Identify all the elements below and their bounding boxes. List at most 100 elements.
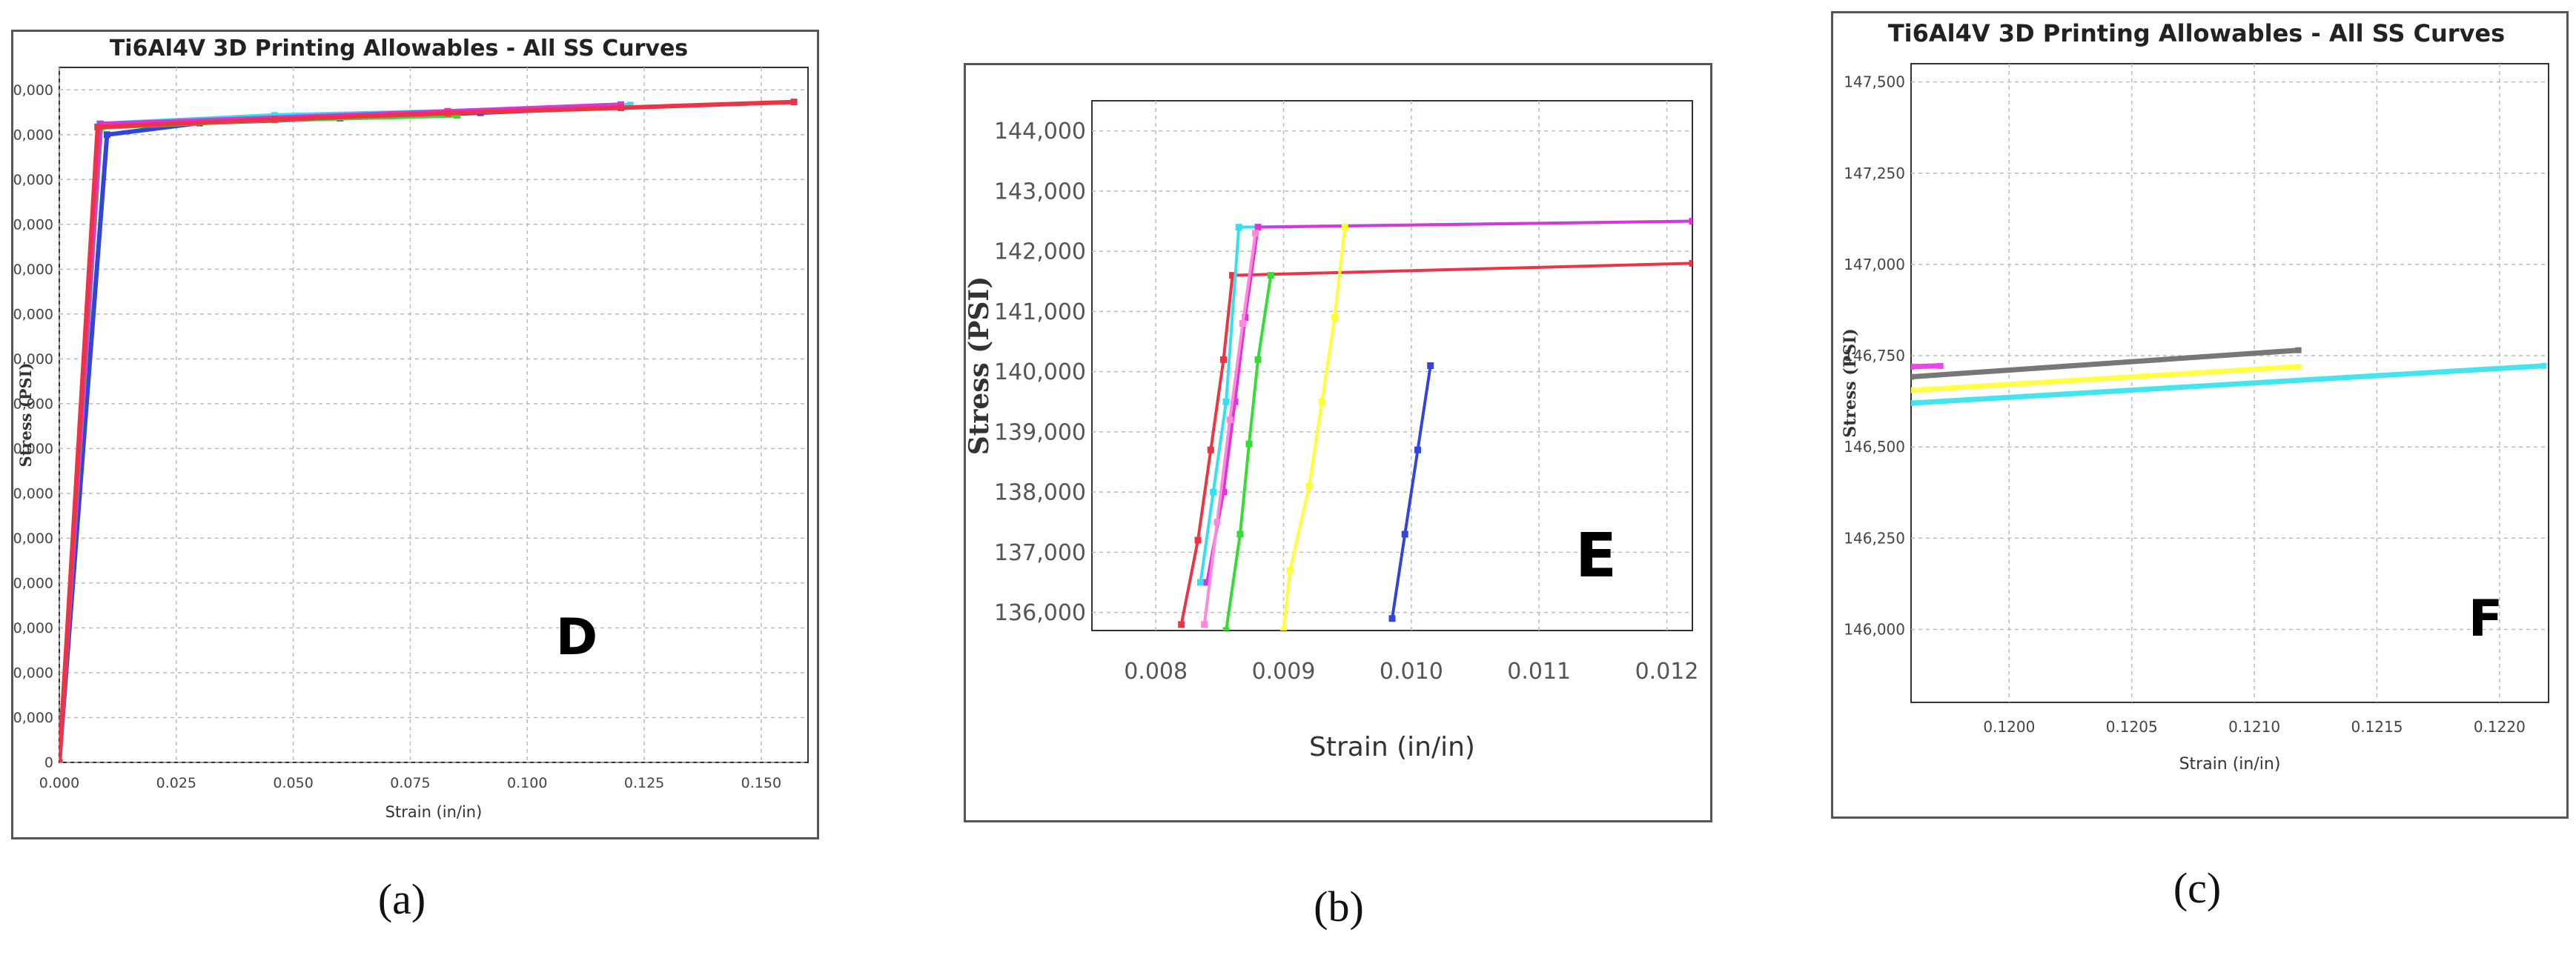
data-point-magenta (1937, 362, 1944, 369)
y-tick-label: 100,000 (13, 306, 53, 322)
data-point-pink (1239, 320, 1246, 327)
data-point-yellow (1286, 567, 1294, 574)
panel-letter: E (1575, 521, 1617, 591)
data-point-red (1220, 356, 1228, 363)
series-line-yellow (1282, 227, 1347, 631)
data-point-yellow (1280, 627, 1288, 631)
data-point-gray (1911, 373, 1914, 380)
data-point-blue (1401, 530, 1408, 538)
y-tick-label: 20,000 (13, 665, 53, 682)
y-tick-label: 146,250 (1844, 529, 1905, 547)
data-point-blue (103, 131, 110, 139)
y-tick-label: 147,250 (1844, 164, 1905, 182)
y-tick-label: 120,000 (13, 216, 53, 233)
x-axis-label: Strain (in/in) (2179, 755, 2281, 774)
y-tick-label: 10,000 (13, 710, 53, 726)
data-point-red (1194, 536, 1202, 544)
data-point-cyan (1911, 400, 1914, 407)
y-tick-label: 136,000 (994, 600, 1086, 626)
data-point-blue (1388, 615, 1396, 622)
data-point-magenta (1242, 314, 1249, 321)
data-point-pink (1213, 519, 1221, 526)
chart-panel-c: Ti6Al4V 3D Printing Allowables - All SS … (1831, 11, 2569, 819)
series-line-cyan (1911, 363, 2544, 406)
data-point-red (94, 123, 102, 130)
x-tick-label: 0.025 (156, 775, 196, 791)
series-line-red (59, 99, 795, 762)
chart-title: Ti6Al4V 3D Printing Allowables - All SS … (1888, 19, 2505, 47)
x-tick-label: 0.050 (273, 775, 313, 791)
data-point-green (1267, 272, 1274, 279)
chart-panel-b: 0.008 0.009 0.010 0.011 0.012 136,000 137,000 1… (964, 63, 1712, 822)
x-tick-label: 0.100 (507, 775, 547, 791)
x-tick-label: 0.012 (1635, 659, 1699, 685)
y-tick-label: 138,000 (994, 480, 1086, 506)
y-tick-label: 70,000 (13, 441, 53, 457)
series-line-gray (1911, 347, 2299, 380)
data-point-pink (1201, 621, 1208, 628)
chart-b-svg: 0.008 0.009 0.010 0.011 0.012 136,000 137,000 1… (966, 100, 1699, 762)
data-point-cyan (271, 112, 278, 119)
y-tick-label: 80,000 (13, 396, 53, 413)
series-red (59, 99, 798, 762)
series-magenta (1203, 218, 1692, 586)
data-point-green (1222, 627, 1230, 631)
series-green (1222, 272, 1274, 631)
data-point-red (1689, 259, 1692, 267)
series-red (1178, 259, 1692, 628)
x-tick-label: 0.009 (1252, 659, 1316, 685)
y-axis-label: Stress (PSI) (1841, 328, 1860, 438)
x-tick-label: 0.000 (39, 775, 79, 791)
y-tick-label: 142,000 (994, 239, 1086, 265)
data-point-red (1229, 272, 1236, 279)
data-point-magenta (1231, 398, 1239, 405)
data-point-magenta (1203, 579, 1211, 586)
data-point-red (271, 116, 278, 123)
series-yellow (1911, 363, 2302, 393)
y-tick-label: 90,000 (13, 351, 53, 367)
data-point-red (444, 110, 451, 117)
data-point-red (1207, 446, 1214, 453)
y-tick-label: 147,000 (1844, 256, 1905, 273)
data-point-cyan (1235, 224, 1242, 231)
x-tick-label: 0.1200 (1983, 718, 2035, 736)
plot-area (59, 67, 809, 763)
x-tick-label: 0.1210 (2228, 718, 2280, 736)
data-point-yellow (1341, 224, 1348, 231)
series-pink (1201, 230, 1259, 628)
series-cyan (1911, 362, 2547, 407)
y-tick-label: 146,750 (1844, 347, 1905, 365)
data-point-red (617, 104, 624, 111)
series-line-magenta (1205, 219, 1692, 583)
x-axis-label: Strain (in/in) (385, 803, 483, 821)
data-point-green (1236, 530, 1244, 538)
series-line-yellow (1911, 364, 2299, 393)
data-point-yellow (1911, 387, 1914, 393)
y-tick-label: 140,000 (13, 127, 53, 143)
caption-b: (b) (1314, 882, 1364, 931)
chart-title: Ti6Al4V 3D Printing Allowables - All SS … (110, 36, 688, 61)
data-point-yellow (1331, 314, 1338, 321)
data-point-pink (1226, 416, 1234, 424)
panel-letter: D (556, 608, 597, 667)
data-point-green (454, 112, 461, 119)
data-point-yellow (2295, 363, 2302, 370)
chart-panel-a: Ti6Al4V 3D Printing Allowables - All SS … (11, 30, 819, 839)
y-tick-label: 30,000 (13, 620, 53, 636)
x-tick-label: 0.1220 (2474, 718, 2526, 736)
y-tick-label: 139,000 (994, 419, 1086, 445)
data-point-cyan (626, 102, 634, 109)
data-point-yellow (1318, 398, 1325, 405)
x-tick-label: 0.1215 (2351, 718, 2403, 736)
series-line-red (1179, 262, 1692, 625)
data-point-blue (1427, 362, 1434, 369)
data-point-cyan (1196, 579, 1204, 586)
y-axis-label: Stress (PSI) (16, 363, 35, 468)
panel-letter: F (2469, 590, 2503, 648)
y-tick-label: 140,000 (994, 359, 1086, 385)
data-point-magenta (1254, 224, 1262, 231)
data-point-magenta (1689, 218, 1692, 224)
data-point-blue (1414, 446, 1421, 453)
y-tick-label: 137,000 (994, 540, 1086, 566)
data-point-red (790, 99, 798, 106)
